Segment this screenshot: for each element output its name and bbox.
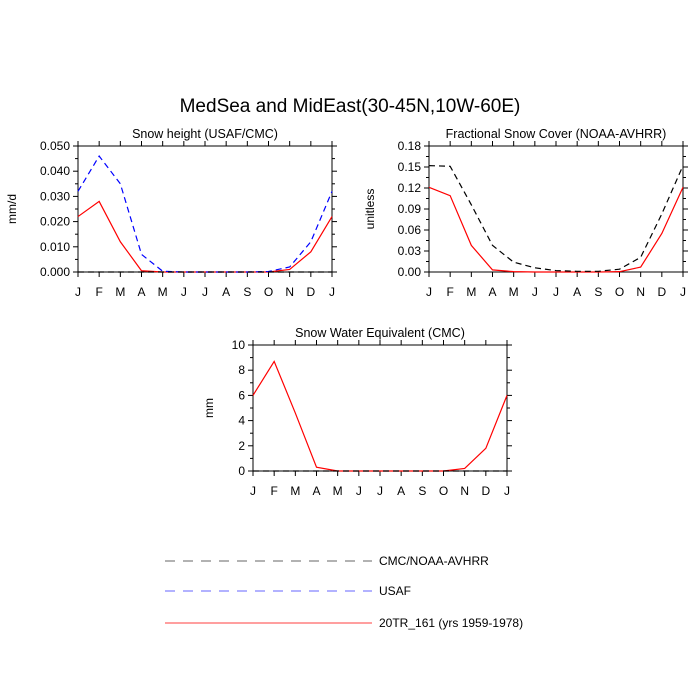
y-axis-label: unitless — [363, 189, 377, 230]
panels: Snow height (USAF/CMC)mm/d0.0000.0100.02… — [5, 127, 688, 498]
legend-label: 20TR_161 (yrs 1959-1978) — [379, 616, 523, 630]
x-tick-label: J — [532, 285, 538, 299]
series-line-20tr-161-yrs-1959-1978- — [77, 200, 333, 273]
y-tick-label: 0.09 — [398, 202, 422, 216]
legend: CMC/NOAA-AVHRR USAF 20TR_161 (yrs 1959-197… — [165, 554, 523, 630]
y-tick-label: 0.15 — [398, 160, 422, 174]
x-tick-label: J — [377, 484, 383, 498]
legend-label: CMC/NOAA-AVHRR — [379, 554, 489, 568]
y-axis-label: mm/d — [5, 194, 19, 224]
x-tick-label: J — [680, 285, 686, 299]
y-tick-label: 0.050 — [40, 139, 70, 153]
series-line-usaf — [77, 155, 333, 273]
series-line-20tr-161-yrs-1959-1978- — [428, 186, 684, 273]
x-tick-label: J — [202, 285, 208, 299]
x-tick-label: M — [333, 484, 343, 498]
y-tick-label: 10 — [232, 338, 246, 352]
y-tick-label: 0 — [238, 464, 245, 478]
panel-title: Snow height (USAF/CMC) — [132, 127, 278, 141]
y-tick-label: 6 — [238, 388, 245, 402]
x-tick-label: F — [95, 285, 102, 299]
x-tick-label: S — [418, 484, 426, 498]
x-tick-label: J — [181, 285, 187, 299]
y-tick-label: 0.00 — [398, 265, 422, 279]
x-tick-label: D — [306, 285, 315, 299]
x-tick-label: O — [439, 484, 448, 498]
x-tick-label: J — [553, 285, 559, 299]
x-tick-label: S — [594, 285, 602, 299]
y-tick-label: 0.03 — [398, 244, 422, 258]
x-tick-label: J — [250, 484, 256, 498]
x-tick-label: A — [137, 285, 145, 299]
x-tick-label: J — [329, 285, 335, 299]
legend-label: USAF — [379, 584, 411, 598]
x-tick-label: J — [75, 285, 81, 299]
chart-panel-2: Fractional Snow Cover (NOAA-AVHRR) unitle… — [363, 127, 688, 299]
x-tick-label: N — [460, 484, 469, 498]
x-tick-label: D — [657, 285, 666, 299]
x-tick-label: M — [290, 484, 300, 498]
x-tick-label: A — [488, 285, 496, 299]
panel-title: Snow Water Equivalent (CMC) — [295, 326, 465, 340]
x-tick-label: M — [466, 285, 476, 299]
x-tick-label: F — [270, 484, 277, 498]
y-tick-label: 4 — [238, 414, 245, 428]
x-tick-label: A — [222, 285, 230, 299]
y-tick-label: 0.040 — [40, 164, 70, 178]
x-tick-label: N — [285, 285, 294, 299]
y-tick-label: 8 — [238, 363, 245, 377]
y-tick-label: 0.12 — [398, 181, 422, 195]
series-line-cmc-noaa-avhrr — [428, 165, 684, 272]
x-tick-label: A — [312, 484, 320, 498]
x-tick-label: A — [573, 285, 581, 299]
series-line-20tr-161-yrs-1959-1978- — [252, 360, 508, 472]
x-tick-label: D — [481, 484, 490, 498]
figure-title: MedSea and MidEast(30-45N,10W-60E) — [180, 96, 521, 117]
x-tick-label: J — [504, 484, 510, 498]
y-tick-label: 0.020 — [40, 215, 70, 229]
x-tick-label: J — [356, 484, 362, 498]
x-tick-label: O — [264, 285, 273, 299]
y-axis-label: mm — [202, 398, 216, 418]
x-tick-label: M — [158, 285, 168, 299]
y-tick-label: 0.010 — [40, 240, 70, 254]
x-tick-label: N — [636, 285, 645, 299]
y-tick-label: 0.030 — [40, 189, 70, 203]
x-tick-label: O — [615, 285, 624, 299]
panel-title: Fractional Snow Cover (NOAA-AVHRR) — [446, 127, 667, 141]
x-tick-label: F — [446, 285, 453, 299]
y-tick-label: 0.18 — [398, 139, 422, 153]
x-tick-label: M — [509, 285, 519, 299]
y-tick-label: 2 — [238, 439, 245, 453]
x-tick-label: M — [115, 285, 125, 299]
x-tick-label: A — [397, 484, 405, 498]
y-tick-label: 0.000 — [40, 265, 70, 279]
x-tick-label: S — [243, 285, 251, 299]
chart-panel-1: Snow height (USAF/CMC) mm/d 0.000 0.010 0.02… — [5, 127, 337, 299]
y-tick-label: 0.06 — [398, 223, 422, 237]
x-tick-label: J — [426, 285, 432, 299]
